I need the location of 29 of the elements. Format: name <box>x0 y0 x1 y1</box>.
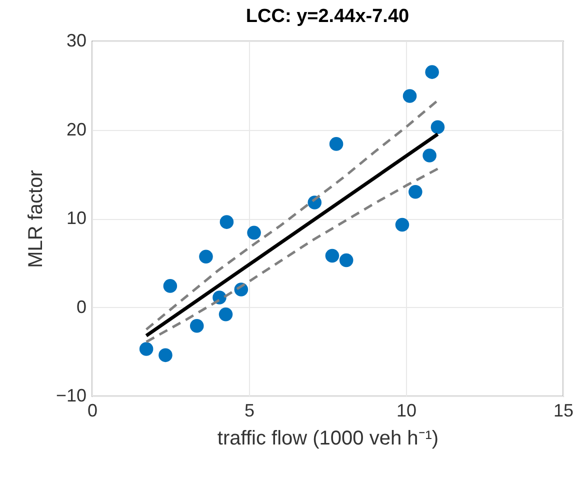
y-tick-label: 20 <box>66 119 86 140</box>
point <box>220 215 234 229</box>
point <box>402 89 417 103</box>
point <box>158 348 172 362</box>
point <box>339 253 354 268</box>
x-tick-label: 10 <box>396 400 417 420</box>
point <box>422 148 436 162</box>
x-tick-label: 15 <box>553 400 574 420</box>
x-axis-title: traffic flow (1000 veh h⁻¹) <box>217 428 439 450</box>
point <box>395 218 410 232</box>
point <box>430 120 445 134</box>
y-tick-label: 0 <box>76 296 86 317</box>
y-axis-title: MLR factor <box>24 170 47 268</box>
point <box>139 342 154 356</box>
x-tick-label: 5 <box>244 400 255 420</box>
y-tick-label: 30 <box>66 30 86 50</box>
point <box>425 65 439 79</box>
point <box>199 250 213 264</box>
point <box>247 226 261 240</box>
point <box>408 184 422 199</box>
point <box>190 319 204 333</box>
line-series <box>145 99 439 331</box>
point <box>329 137 344 151</box>
chart-title: LCC: y=2.44x-7.40 <box>246 6 410 27</box>
y-tick-label: −10 <box>56 386 86 406</box>
y-tick-label: 10 <box>66 208 86 228</box>
point <box>163 279 178 293</box>
point <box>325 248 340 263</box>
point <box>218 307 233 322</box>
